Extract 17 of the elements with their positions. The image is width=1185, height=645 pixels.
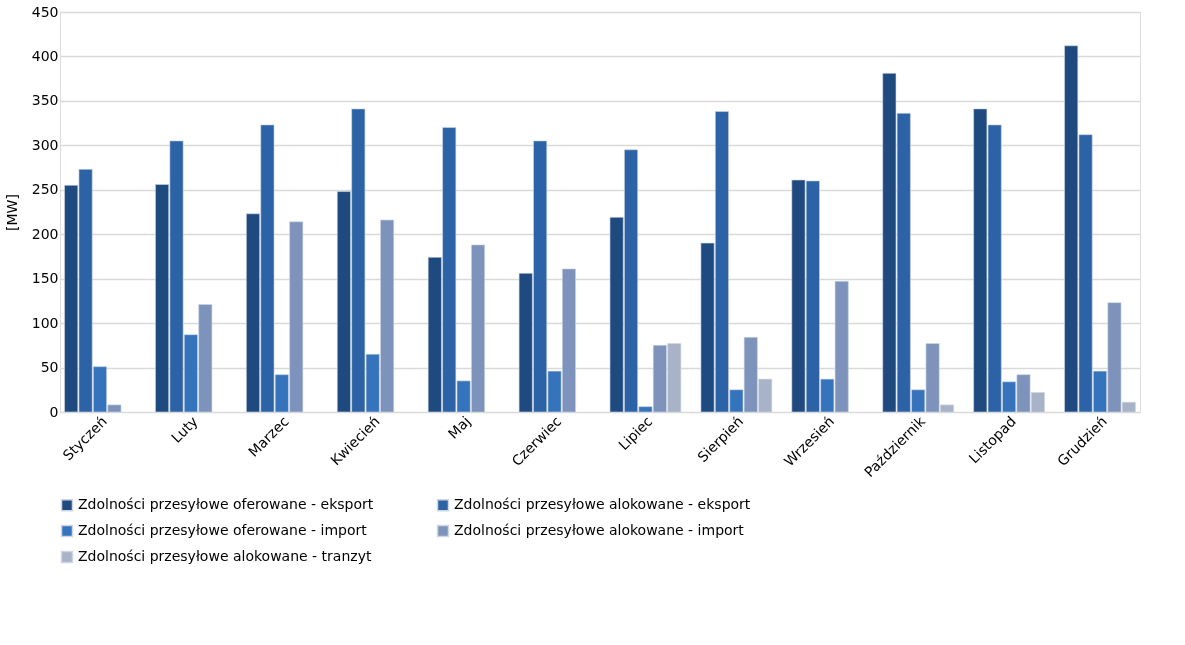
y-tick-label: 350 xyxy=(31,92,59,109)
y-tick-label: 100 xyxy=(31,314,59,331)
y-tick-label: 0 xyxy=(49,403,59,420)
y-axis-title: [MW] xyxy=(3,194,20,231)
y-tick-label: 450 xyxy=(31,3,59,20)
legend-label: Zdolności przesyłowe oferowane - eksport xyxy=(78,496,374,513)
x-tick-label: Maj xyxy=(444,413,474,442)
y-tick-label: 400 xyxy=(31,47,59,64)
legend-label: Zdolności przesyłowe oferowane - import xyxy=(78,522,368,538)
y-tick-label: 300 xyxy=(31,136,59,153)
legend-label: Zdolności przesyłowe alokowane - eksport xyxy=(454,496,751,513)
y-tick-label: 50 xyxy=(40,359,59,376)
legend-label: Zdolności przesyłowe alokowane - tranzyt xyxy=(78,548,372,564)
y-tick-label: 200 xyxy=(31,225,59,242)
y-tick-label: 150 xyxy=(31,270,59,287)
y-tick-label: 250 xyxy=(31,181,59,198)
legend-label: Zdolności przesyłowe alokowane - import xyxy=(454,522,745,538)
